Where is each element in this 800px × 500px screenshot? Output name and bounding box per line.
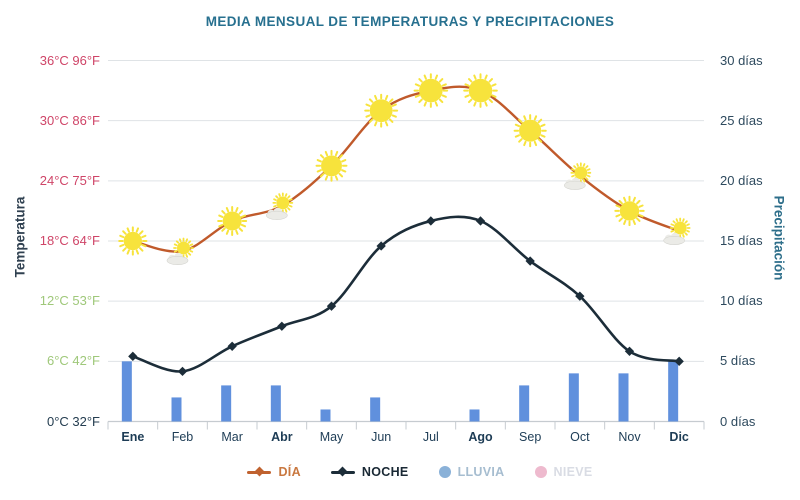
right-axis-tick-label: 15 días	[720, 233, 763, 248]
legend-label: NIEVE	[553, 465, 593, 479]
sun-icon	[315, 149, 348, 182]
right-axis-tick-label: 25 días	[720, 112, 763, 128]
sun-icon	[364, 93, 399, 128]
chart-title: MEDIA MENSUAL DE TEMPERATURAS Y PRECIPIT…	[205, 14, 615, 29]
rain-bar	[469, 409, 480, 422]
right-axis-tick-label: 0 días	[720, 413, 756, 429]
sun-behind-cloud-icon	[564, 162, 592, 190]
night-point-diamond-icon	[227, 341, 237, 351]
night-point-diamond-icon	[426, 216, 436, 226]
month-label: Nov	[618, 430, 641, 444]
night-point-diamond-icon	[674, 356, 684, 367]
night-point-diamond-icon	[128, 351, 138, 361]
night-point-diamond-icon	[326, 301, 337, 311]
rain-bar	[121, 361, 132, 422]
rain-bar	[320, 409, 331, 422]
month-label: Jun	[371, 430, 392, 444]
month-label: Mar	[221, 430, 243, 444]
rain-bar	[370, 397, 381, 422]
left-axis-tick-label: 12°C 53°F	[39, 293, 100, 309]
month-label: Sep	[519, 430, 542, 444]
sun-behind-cloud-icon	[166, 237, 194, 266]
right-axis-tick-label: 5 días	[720, 353, 756, 369]
right-axis-tick-label: 30 días	[720, 52, 763, 68]
rain-bar	[270, 385, 281, 422]
sun-behind-cloud-icon	[663, 217, 691, 245]
month-label: Abr	[271, 430, 293, 444]
rain-bar	[618, 373, 629, 422]
sun-icon	[217, 205, 248, 236]
night-point-diamond-icon	[177, 366, 188, 377]
month-label: Dic	[669, 430, 689, 444]
month-label: Ago	[468, 430, 493, 444]
lluvia-circle-icon	[438, 466, 451, 478]
left-axis-tick-label: 30°C 86°F	[39, 112, 100, 128]
left-axis-tick-label: 0°C 32°F	[46, 413, 100, 429]
legend-label: NOCHE	[361, 465, 409, 479]
legend-item-noche[interactable]: NOCHE	[330, 465, 409, 479]
legend-label: LLUVIA	[457, 465, 505, 479]
sun-behind-cloud-icon	[266, 192, 294, 220]
sun-icon	[413, 73, 449, 108]
left-axis-tick-label: 6°C 42°F	[46, 353, 100, 369]
month-label: Ene	[121, 430, 145, 444]
night-point-diamond-icon	[277, 321, 287, 331]
rain-bar	[221, 385, 232, 422]
sun-icon	[463, 73, 498, 108]
sun-icon	[513, 114, 547, 148]
right-axis-tick-label: 20 días	[720, 172, 763, 188]
night-point-diamond-icon	[376, 241, 386, 251]
sun-icon	[118, 226, 148, 256]
legend-label: DÍA	[278, 465, 301, 479]
rain-bar	[171, 397, 182, 422]
rain-bar	[519, 385, 530, 422]
day-temperature-line	[132, 85, 680, 253]
legend-item-lluvia[interactable]: LLUVIA	[438, 465, 505, 479]
night-temperature-line	[132, 215, 680, 373]
left-axis-tick-label: 36°C 96°F	[39, 52, 100, 68]
legend-item-nieve[interactable]: NIEVE	[534, 465, 593, 479]
left-axis-tick-label: 18°C 64°F	[39, 233, 100, 248]
month-label: Jul	[422, 430, 439, 444]
nieve-circle-icon	[534, 466, 547, 478]
month-label: Oct	[570, 430, 590, 444]
sun-icon	[614, 195, 645, 227]
legend: DÍA NOCHE LLUVIA NIEVE	[0, 461, 800, 483]
rain-bar	[568, 373, 579, 422]
night-point-diamond-icon	[575, 291, 585, 301]
night-point-diamond-icon	[475, 216, 486, 226]
dia-line-diamond-icon	[247, 466, 272, 477]
night-point-diamond-icon	[624, 346, 635, 356]
noche-line-diamond-icon	[330, 466, 355, 477]
month-label: May	[319, 430, 344, 444]
rain-bar	[668, 361, 679, 422]
legend-item-dia[interactable]: DÍA	[247, 465, 301, 479]
left-axis-tick-label: 24°C 75°F	[39, 172, 100, 188]
right-axis-tick-label: 10 días	[720, 293, 763, 309]
month-label: Feb	[171, 430, 194, 444]
